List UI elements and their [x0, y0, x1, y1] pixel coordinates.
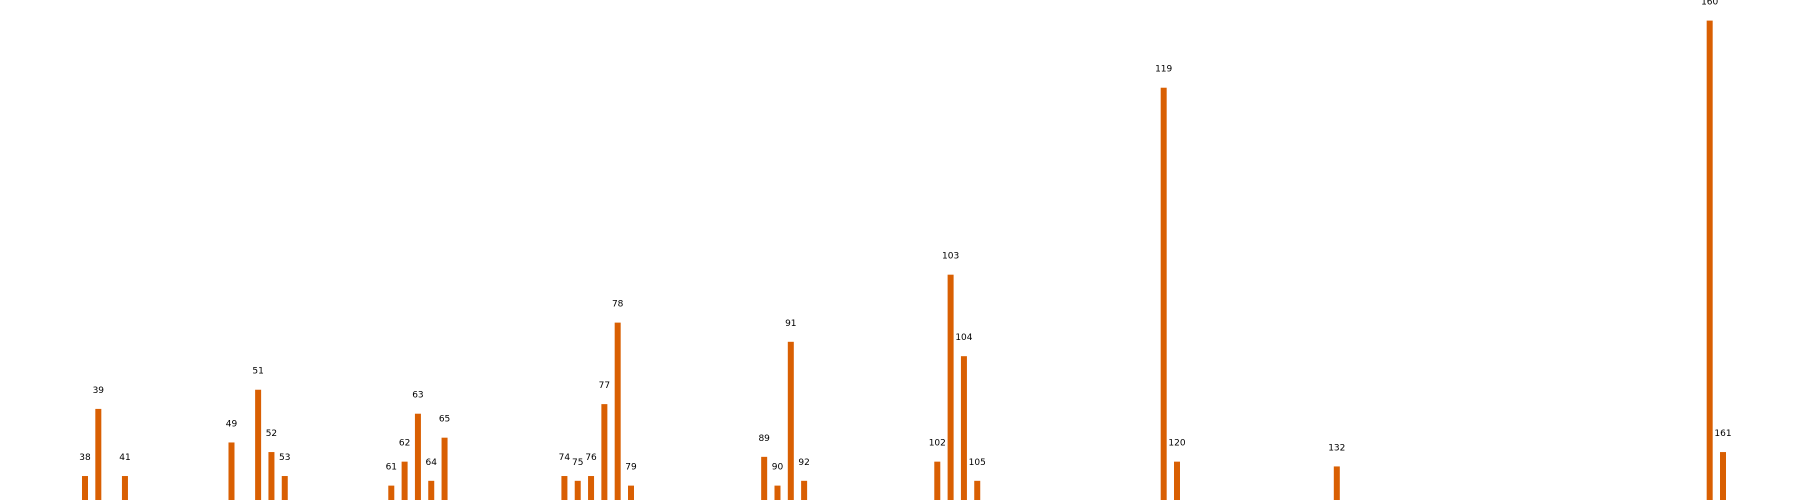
bar-39 [95, 408, 102, 500]
bar-label-53: 53 [279, 453, 290, 463]
bar-label-41: 41 [119, 453, 130, 463]
bar-77 [601, 404, 608, 500]
bar-120 [1174, 461, 1180, 500]
bar-63 [414, 413, 421, 500]
bar-label-161: 161 [1714, 429, 1731, 439]
bar-label-77: 77 [599, 381, 610, 391]
bar-65 [441, 437, 448, 500]
bars-group [82, 20, 1726, 500]
bar-38 [82, 476, 88, 500]
bar-51 [255, 389, 262, 500]
bar-label-62: 62 [399, 439, 410, 449]
bar-label-61: 61 [386, 463, 397, 473]
bar-105 [974, 480, 981, 500]
bar-90 [774, 485, 781, 500]
bar-label-105: 105 [969, 458, 986, 468]
bar-label-119: 119 [1155, 65, 1172, 75]
bar-79 [628, 485, 634, 500]
bar-label-63: 63 [412, 391, 423, 401]
bar-label-76: 76 [585, 453, 597, 463]
bar-label-91: 91 [785, 319, 796, 329]
bar-64 [428, 480, 435, 500]
bar-label-65: 65 [439, 415, 450, 425]
bar-91 [787, 341, 794, 500]
bar-label-78: 78 [612, 300, 624, 310]
bar-label-51: 51 [252, 367, 263, 377]
bar-104 [960, 356, 967, 500]
bar-103 [947, 274, 954, 500]
bar-label-79: 79 [625, 463, 637, 473]
bar-89 [761, 456, 768, 500]
bar-label-160: 160 [1701, 0, 1718, 8]
bar-label-49: 49 [226, 419, 238, 429]
bar-label-64: 64 [426, 458, 438, 468]
bar-78 [614, 322, 621, 500]
bar-label-38: 38 [79, 453, 91, 463]
bar-62 [401, 461, 408, 500]
bar-75 [574, 480, 581, 500]
bar-label-52: 52 [266, 429, 277, 439]
bar-label-74: 74 [559, 453, 571, 463]
bar-label-120: 120 [1168, 439, 1185, 449]
bar-102 [934, 461, 941, 500]
bar-label-132: 132 [1328, 443, 1345, 453]
bar-132 [1333, 466, 1340, 500]
bar-52 [268, 452, 275, 500]
bar-119 [1160, 87, 1167, 500]
bar-label-39: 39 [93, 386, 105, 396]
bar-160 [1706, 20, 1713, 500]
bar-92 [801, 480, 808, 500]
bar-label-103: 103 [942, 252, 959, 262]
bar-label-102: 102 [929, 439, 946, 449]
bar-label-89: 89 [758, 434, 770, 444]
bar-labels-group: 38 39 41 49 51 52 53 61 62 63 64 65 74 75 76 77 78 79 89 90… [79, 0, 1731, 473]
bar-label-90: 90 [772, 463, 784, 473]
bar-76 [588, 476, 595, 500]
bar-label-75: 75 [572, 458, 583, 468]
bar-41 [121, 476, 128, 500]
bar-74 [561, 476, 568, 500]
bar-49 [228, 442, 235, 500]
bar-53 [281, 476, 288, 500]
bar-61 [388, 485, 395, 500]
bar-label-92: 92 [798, 458, 809, 468]
bar-label-104: 104 [955, 333, 972, 343]
bar-161 [1720, 452, 1726, 500]
